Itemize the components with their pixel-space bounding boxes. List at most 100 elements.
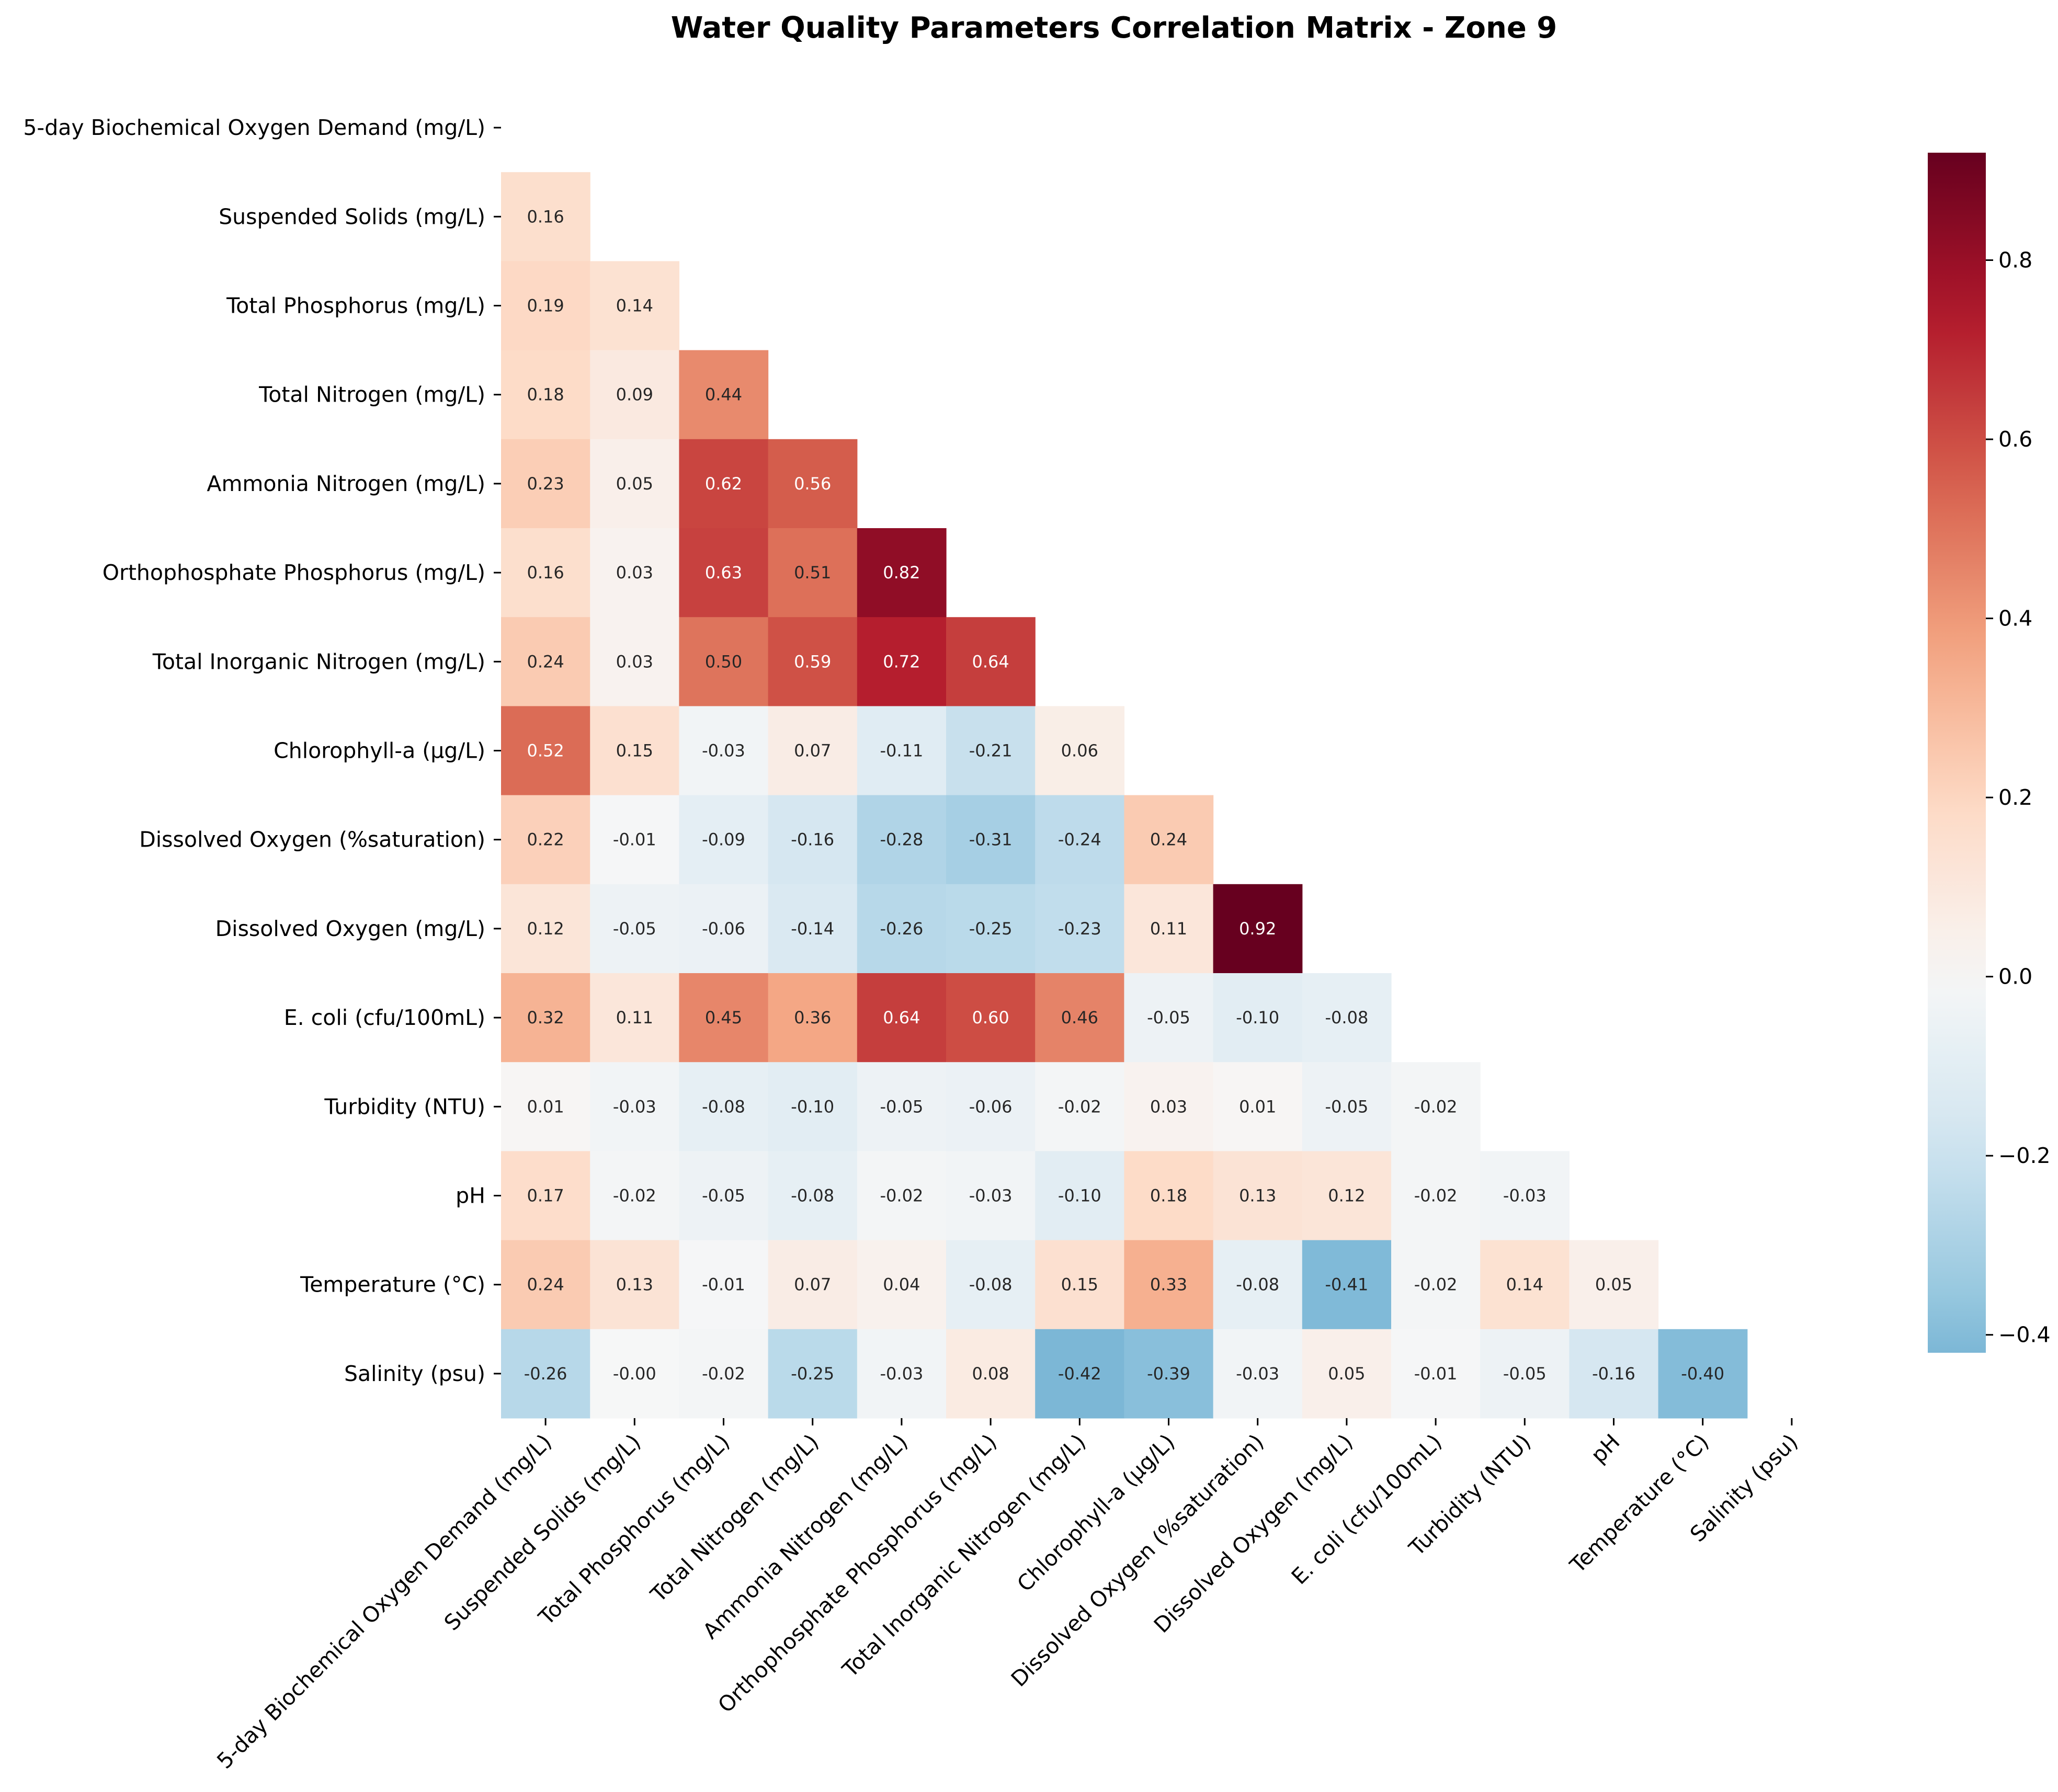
heatmap-cell (501, 172, 590, 261)
cell-value-label: -0.02 (1414, 1097, 1458, 1116)
cell-value-label: 0.12 (527, 919, 564, 939)
heatmap-cell (857, 884, 947, 974)
heatmap-cell (679, 439, 769, 529)
heatmap-cell (1302, 1329, 1392, 1419)
cell-value-label: -0.05 (880, 1097, 924, 1116)
cell-value-label: -0.16 (791, 830, 834, 850)
heatmap-cell (768, 795, 858, 885)
heatmap-cell (857, 795, 947, 885)
cell-value-label: -0.02 (613, 1186, 656, 1206)
cell-value-label: -0.41 (1325, 1275, 1369, 1295)
cell-value-label: -0.02 (1414, 1186, 1458, 1206)
heatmap-cell (590, 795, 679, 885)
heatmap-cell (679, 1151, 769, 1241)
cell-value-label: -0.06 (702, 919, 745, 939)
cell-value-label: -0.03 (702, 741, 745, 761)
heatmap-cell (946, 973, 1036, 1063)
cell-value-label: -0.21 (969, 741, 1013, 761)
cell-value-label: -0.03 (1236, 1364, 1279, 1384)
heatmap-cell (1035, 973, 1124, 1063)
heatmap-cell (857, 528, 947, 618)
cell-value-label: -0.25 (969, 919, 1013, 939)
cell-value-label: -0.08 (702, 1097, 745, 1116)
colorbar-tick-label: 0.8 (1998, 248, 2032, 273)
cell-value-label: 0.32 (527, 1008, 564, 1028)
cell-value-label: -0.03 (613, 1097, 656, 1116)
cell-value-label: -0.08 (1236, 1275, 1279, 1295)
cell-value-label: 0.92 (1239, 919, 1276, 939)
heatmap-cell (946, 1062, 1036, 1151)
heatmap-cell (501, 439, 590, 529)
heatmap-cell (768, 1240, 858, 1330)
heatmap-cell (946, 1240, 1036, 1330)
cell-value-label: 0.07 (794, 1275, 831, 1295)
cell-value-label: 0.18 (527, 385, 564, 405)
cell-value-label: 0.46 (1061, 1008, 1098, 1028)
cell-value-label: 0.72 (883, 652, 920, 671)
y-tick-label-turbidity-ntu: Turbidity (NTU) (324, 1094, 485, 1119)
heatmap-cell (590, 617, 679, 706)
heatmap-cell (768, 973, 858, 1063)
cell-value-label: -0.03 (1503, 1186, 1547, 1206)
heatmap-cell (1302, 1062, 1392, 1151)
cell-value-label: 0.12 (1328, 1186, 1365, 1206)
heatmap-cell (679, 706, 769, 796)
cell-value-label: -0.02 (1058, 1097, 1101, 1116)
y-tick-label-dissolved-oxygen-saturation: Dissolved Oxygen (%saturation) (139, 827, 485, 852)
cell-value-label: 0.59 (794, 652, 831, 671)
heatmap-cell (1035, 706, 1124, 796)
x-tick-label-ph: pH (1586, 1429, 1624, 1468)
x-tick-label-total-phosphorus-mg-l: Total Phosphorus (mg/L) (533, 1429, 735, 1630)
cell-value-label: 0.24 (527, 652, 564, 671)
cell-value-label: -0.24 (1058, 830, 1101, 850)
colorbar-tick-label: −0.4 (1998, 1322, 2051, 1348)
heatmap-cell (590, 973, 679, 1063)
heatmap-cell (768, 1062, 858, 1151)
cell-value-label: -0.39 (1147, 1364, 1190, 1384)
heatmap-cell (768, 884, 858, 974)
cell-value-label: -0.08 (791, 1186, 834, 1206)
cell-value-label: -0.26 (524, 1364, 567, 1384)
heatmap-cell (1213, 1151, 1303, 1241)
heatmap-cell (857, 617, 947, 706)
cell-value-label: -0.00 (613, 1364, 656, 1384)
heatmap-cell (768, 1329, 858, 1419)
y-tick-label-dissolved-oxygen-mg-l: Dissolved Oxygen (mg/L) (215, 916, 485, 941)
heatmap-cell (501, 1062, 590, 1151)
heatmap-cell (590, 706, 679, 796)
heatmap-cell (1302, 1151, 1392, 1241)
colorbar-tick-label: 0.2 (1998, 785, 2032, 810)
heatmap-cell (590, 439, 679, 529)
x-tick-label-chlorophyll-a-g-l: Chlorophyll-a (µg/L) (1012, 1429, 1179, 1596)
cell-value-label: -0.03 (969, 1186, 1013, 1206)
heatmap-cell (857, 973, 947, 1063)
heatmap-cell (501, 1240, 590, 1330)
cell-value-label: 0.09 (616, 385, 653, 405)
cell-value-label: -0.26 (880, 919, 924, 939)
heatmap-cell (501, 528, 590, 618)
cell-value-label: -0.10 (791, 1097, 834, 1116)
y-tick-label-suspended-solids-mg-l: Suspended Solids (mg/L) (219, 204, 485, 229)
cell-value-label: 0.64 (972, 652, 1009, 671)
cell-value-label: 0.51 (794, 563, 831, 583)
heatmap-cell (946, 795, 1036, 885)
cell-value-label: 0.15 (616, 741, 653, 761)
colorbar-tick-label: 0.4 (1998, 606, 2032, 631)
cell-value-label: 0.05 (1595, 1275, 1632, 1295)
heatmap-cell (590, 1240, 679, 1330)
heatmap-cell (946, 617, 1036, 706)
cell-value-label: -0.01 (1414, 1364, 1458, 1384)
cell-value-label: 0.14 (616, 296, 653, 316)
heatmap-cell (501, 1151, 590, 1241)
heatmap-cell (1391, 1062, 1481, 1151)
colorbar-gradient (1928, 153, 1986, 1353)
heatmap-cell (1391, 1329, 1481, 1419)
heatmap-cell (1480, 1240, 1570, 1330)
cell-value-label: 0.03 (616, 652, 653, 671)
y-tick-label-5-day-biochemical-oxygen-demand-mg-l: 5-day Biochemical Oxygen Demand (mg/L) (23, 115, 485, 140)
cell-value-label: -0.42 (1058, 1364, 1101, 1384)
heatmap-cell (1658, 1329, 1748, 1419)
y-tick-label-total-phosphorus-mg-l: Total Phosphorus (mg/L) (226, 293, 485, 318)
cell-value-label: -0.40 (1681, 1364, 1724, 1384)
heatmap-cell (1035, 1329, 1124, 1419)
